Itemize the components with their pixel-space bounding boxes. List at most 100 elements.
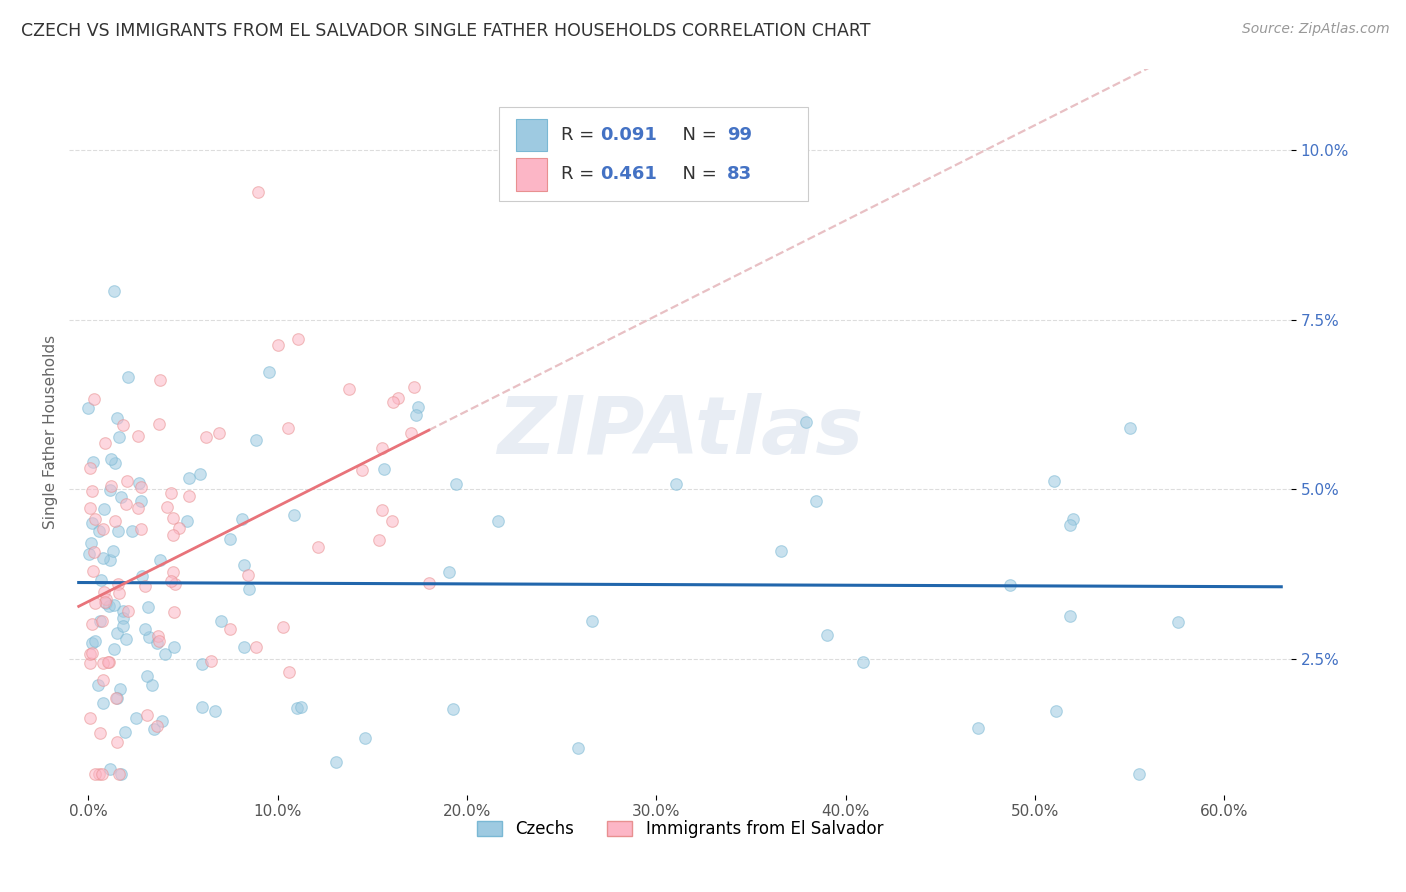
Point [82, 483, 104, 498]
Point [373, 462, 395, 476]
Point [117, 474, 139, 488]
Point [283, 508, 305, 523]
Point [105, 734, 128, 748]
Point [233, 640, 256, 655]
Point [94, 435, 117, 450]
Point [163, 640, 186, 655]
Point [167, 521, 190, 535]
Point [97, 656, 120, 670]
Text: 0.091: 0.091 [600, 126, 657, 145]
Text: CZECH VS IMMIGRANTS FROM EL SALVADOR SINGLE FATHER HOUSEHOLDS CORRELATION CHART: CZECH VS IMMIGRANTS FROM EL SALVADOR SIN… [21, 22, 870, 40]
Point [245, 640, 267, 654]
Point [148, 634, 170, 648]
Point [129, 522, 152, 536]
Point [79, 500, 101, 515]
Point [79, 547, 101, 561]
Point [83, 392, 105, 406]
Point [134, 623, 156, 637]
Point [112, 604, 135, 618]
Point [350, 463, 373, 477]
Point [1119, 421, 1142, 435]
Point [90, 767, 112, 781]
Point [87, 524, 110, 538]
Point [200, 654, 222, 668]
Point [134, 579, 156, 593]
Point [191, 700, 214, 714]
Point [371, 503, 394, 517]
Point [236, 568, 259, 582]
Point [247, 185, 270, 199]
Point [108, 585, 131, 599]
Point [93, 585, 115, 599]
Point [146, 636, 169, 650]
Point [105, 690, 128, 705]
Point [80, 646, 103, 660]
Point [278, 665, 301, 679]
Point [233, 558, 256, 572]
Point [80, 636, 103, 650]
Point [405, 409, 427, 423]
Point [94, 595, 117, 609]
Point [149, 553, 172, 567]
Text: 83: 83 [727, 166, 752, 184]
Point [110, 490, 132, 504]
Point [91, 522, 114, 536]
Point [127, 501, 149, 516]
Point [79, 656, 101, 670]
Point [91, 656, 114, 670]
Point [370, 441, 392, 455]
Point [105, 626, 128, 640]
Point [93, 550, 115, 565]
Point [127, 429, 149, 443]
Point [77, 401, 100, 416]
Point [163, 605, 186, 619]
Point [188, 467, 211, 481]
Point [190, 657, 212, 672]
Point [98, 483, 121, 498]
Point [1167, 615, 1189, 629]
Point [804, 494, 827, 508]
Point [80, 536, 103, 550]
Point [796, 416, 818, 430]
Point [195, 430, 218, 444]
Point [1062, 512, 1084, 526]
Point [815, 627, 838, 641]
Point [381, 394, 404, 409]
Point [110, 767, 132, 781]
Point [90, 573, 112, 587]
Point [367, 533, 389, 548]
Point [177, 471, 200, 485]
Text: N =: N = [671, 126, 723, 145]
Point [290, 700, 312, 714]
Point [105, 691, 128, 706]
Point [82, 564, 104, 578]
Point [581, 614, 603, 628]
Point [353, 731, 375, 745]
Point [271, 620, 294, 634]
Point [117, 604, 139, 618]
Point [89, 725, 111, 739]
Point [162, 528, 184, 542]
Point [84, 512, 107, 526]
Point [179, 489, 201, 503]
Point [89, 614, 111, 628]
Point [307, 540, 329, 554]
Point [100, 451, 122, 466]
Text: N =: N = [671, 166, 723, 184]
Point [567, 741, 589, 756]
Point [83, 596, 105, 610]
Point [257, 365, 280, 379]
Point [117, 370, 139, 384]
Point [238, 582, 260, 596]
Point [79, 461, 101, 475]
Point [114, 725, 136, 739]
Text: ZIPAtlas: ZIPAtlas [496, 392, 863, 471]
Point [111, 418, 134, 433]
Point [97, 599, 120, 614]
Point [219, 532, 242, 546]
Point [162, 565, 184, 579]
Point [107, 577, 129, 591]
Point [770, 544, 793, 558]
Point [142, 722, 165, 736]
Point [135, 707, 157, 722]
